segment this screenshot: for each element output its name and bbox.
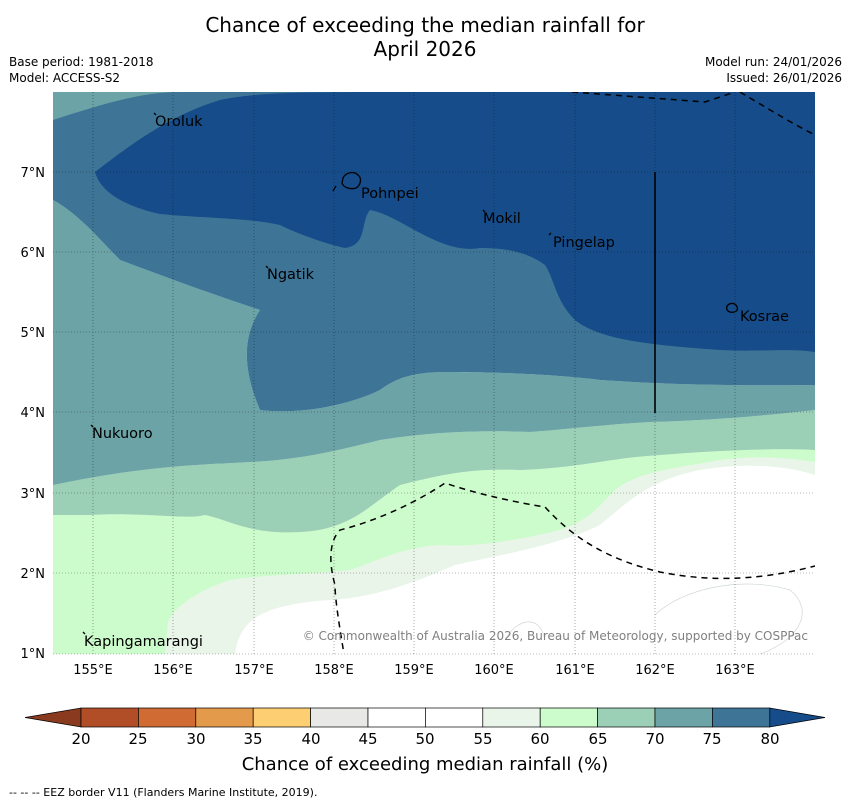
colorbar-tick-30: 30 [186,730,206,748]
map-title: Chance of exceeding the median rainfall … [0,13,850,61]
colorbar-segment-45-50 [367,707,426,728]
lon-label-160E: 160°E [474,663,514,678]
lat-label-1N: 1°N [21,647,46,662]
colorbar-ticks: 20 25 30 35 40 45 50 55 60 65 70 75 80 [0,730,850,750]
colorbar-title: Chance of exceeding median rainfall (%) [241,754,609,775]
colorbar-segment-40-45 [310,707,369,728]
colorbar [24,707,826,728]
pohnpei-island [332,171,362,192]
label-pohnpei: Pohnpei [361,186,419,202]
issued-date: Issued: 26/01/2026 [726,71,842,85]
band-45-55 [235,465,815,654]
colorbar-tick-80: 80 [760,730,780,748]
band-65-70 [53,284,815,533]
colorbar-low-arrow [24,707,82,728]
colorbar-segment-60-65 [539,707,598,728]
lat-label-2N: 2°N [21,567,46,582]
island-outlines [82,112,739,635]
lat-label-3N: 3°N [21,487,46,502]
band-70-75 [53,92,815,485]
colorbar-tick-55: 55 [473,730,493,748]
faint-contour [504,583,803,654]
meta-left: Base period: 1981-2018 Model: ACCESS-S2 [9,54,154,86]
lon-label-159E: 159°E [394,663,434,678]
map-plot-area [53,92,815,654]
colorbar-tick-65: 65 [588,730,608,748]
colorbar-segment-65-70 [597,707,656,728]
colorbar-high-arrow [769,707,826,728]
label-oroluk: Oroluk [155,114,203,130]
colorbar-segment-70-75 [654,707,713,728]
label-pingelap: Pingelap [553,235,615,251]
colorbar-tick-60: 60 [530,730,550,748]
lon-label-162E: 162°E [635,663,675,678]
lon-label-157E: 157°E [234,663,274,678]
colorbar-segment-30-35 [195,707,254,728]
colorbar-tick-50: 50 [415,730,435,748]
colorbar-tick-20: 20 [71,730,91,748]
model-run: Model run: 24/01/2026 [704,55,842,69]
base-period: Base period: 1981-2018 [9,55,154,69]
colorbar-tick-75: 75 [702,730,722,748]
lon-label-163E: 163°E [715,663,755,678]
colorbar-tick-70: 70 [645,730,665,748]
colorbar-tick-35: 35 [243,730,263,748]
eez-borders [330,92,815,654]
grid-lines [53,92,815,655]
latitude-labels: 7°N 6°N 5°N 4°N 3°N 2°N 1°N [21,166,46,662]
model-name: Model: ACCESS-S2 [9,71,121,85]
band-above-80 [95,92,815,352]
colorbar-segment-25-30 [138,707,197,728]
colorbar-segment-20-25 [80,707,139,728]
lon-label-158E: 158°E [314,663,354,678]
lon-label-161E: 161°E [555,663,595,678]
longitude-labels: 155°E 156°E 157°E 158°E 159°E 160°E 161°… [73,663,755,678]
eez-note: -- -- -- EEZ border V11 (Flanders Marine… [9,786,318,799]
lat-label-4N: 4°N [21,406,46,421]
meta-right: Model run: 24/01/2026 Issued: 26/01/2026 [705,54,842,86]
label-kapingamarangi: Kapingamarangi [84,634,203,650]
colorbar-tick-25: 25 [128,730,148,748]
label-mokil: Mokil [483,211,521,227]
colorbar-segment-75-80 [712,707,771,728]
title-line-2: April 2026 [373,37,477,61]
lat-label-6N: 6°N [21,246,46,261]
lat-label-7N: 7°N [21,166,46,181]
label-kosrae: Kosrae [740,309,789,325]
label-nukuoro: Nukuoro [92,426,153,442]
colorbar-segment-50-55 [425,707,484,728]
title-line-1: Chance of exceeding the median rainfall … [205,13,645,37]
colorbar-tick-40: 40 [301,730,321,748]
colorbar-segment-35-40 [252,707,311,728]
kosrae-island [725,302,739,313]
lon-label-156E: 156°E [153,663,193,678]
colorbar-segment-55-60 [482,707,541,728]
lon-label-155E: 155°E [73,663,113,678]
colorbar-tick-45: 45 [358,730,378,748]
label-ngatik: Ngatik [267,267,315,283]
lat-label-5N: 5°N [21,326,46,341]
copyright-text: © Commonwealth of Australia 2026, Bureau… [303,629,808,643]
place-labels: Oroluk Pohnpei Mokil Pingelap Ngatik Kos… [84,114,789,650]
